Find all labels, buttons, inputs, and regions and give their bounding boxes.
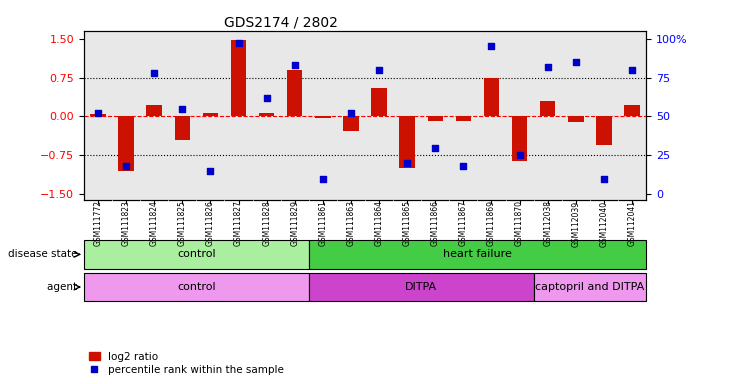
Point	[626, 67, 638, 73]
Bar	[624, 105, 639, 116]
Point	[514, 152, 526, 159]
Text: GSM111826: GSM111826	[206, 200, 215, 247]
Point	[177, 106, 188, 112]
Text: GSM111824: GSM111824	[150, 200, 158, 247]
Bar	[512, 116, 527, 161]
Text: DITPA: DITPA	[405, 282, 437, 292]
Bar	[309, 240, 646, 269]
Point	[317, 176, 328, 182]
Text: heart failure: heart failure	[443, 249, 512, 260]
Bar	[372, 88, 387, 116]
Point	[289, 62, 301, 68]
Bar	[287, 70, 302, 116]
Text: GSM111864: GSM111864	[374, 200, 383, 247]
Bar	[540, 101, 556, 116]
Bar	[456, 116, 471, 121]
Point	[148, 70, 160, 76]
Bar	[259, 113, 274, 116]
Bar	[174, 116, 190, 140]
Text: GSM111823: GSM111823	[122, 200, 131, 247]
Point	[92, 110, 104, 116]
Text: GSM111829: GSM111829	[291, 200, 299, 247]
Text: GSM111863: GSM111863	[347, 200, 356, 247]
Bar	[399, 116, 415, 169]
Bar	[568, 116, 583, 122]
Text: GSM111827: GSM111827	[234, 200, 243, 247]
Bar	[534, 273, 646, 301]
Text: control: control	[177, 249, 215, 260]
Point	[373, 67, 385, 73]
Text: disease state: disease state	[7, 249, 80, 260]
Point	[429, 145, 441, 151]
Text: GSM111867: GSM111867	[459, 200, 468, 247]
Text: GSM111866: GSM111866	[431, 200, 439, 247]
Bar	[484, 78, 499, 116]
Bar	[596, 116, 612, 145]
Bar	[118, 116, 134, 171]
Point	[120, 163, 132, 169]
Text: GSM112041: GSM112041	[628, 200, 637, 247]
Text: captopril and DITPA: captopril and DITPA	[535, 282, 645, 292]
Text: GSM111825: GSM111825	[178, 200, 187, 247]
Bar	[91, 114, 106, 116]
Point	[402, 160, 413, 166]
Bar	[428, 116, 443, 121]
Point	[233, 40, 245, 46]
Text: GSM111865: GSM111865	[403, 200, 412, 247]
Text: GSM111869: GSM111869	[487, 200, 496, 247]
Bar	[84, 273, 309, 301]
Point	[598, 176, 610, 182]
Text: GSM112040: GSM112040	[599, 200, 608, 247]
Point	[570, 59, 582, 65]
Text: control: control	[177, 282, 215, 292]
Text: GDS2174 / 2802: GDS2174 / 2802	[224, 15, 337, 29]
Point	[345, 110, 357, 116]
Point	[261, 95, 272, 101]
Text: GSM111772: GSM111772	[93, 200, 102, 247]
Bar	[231, 40, 246, 116]
Legend: log2 ratio, percentile rank within the sample: log2 ratio, percentile rank within the s…	[89, 352, 284, 375]
Bar	[309, 273, 534, 301]
Bar	[147, 105, 162, 116]
Text: GSM111828: GSM111828	[262, 200, 271, 246]
Point	[542, 63, 553, 70]
Text: agent: agent	[47, 282, 80, 292]
Text: GSM112039: GSM112039	[572, 200, 580, 247]
Bar	[315, 116, 331, 118]
Bar	[84, 240, 309, 269]
Point	[204, 168, 216, 174]
Bar	[343, 116, 358, 131]
Bar	[203, 113, 218, 116]
Point	[458, 163, 469, 169]
Text: GSM111861: GSM111861	[318, 200, 327, 247]
Text: GSM112038: GSM112038	[543, 200, 552, 247]
Text: GSM111870: GSM111870	[515, 200, 524, 247]
Point	[485, 43, 497, 50]
